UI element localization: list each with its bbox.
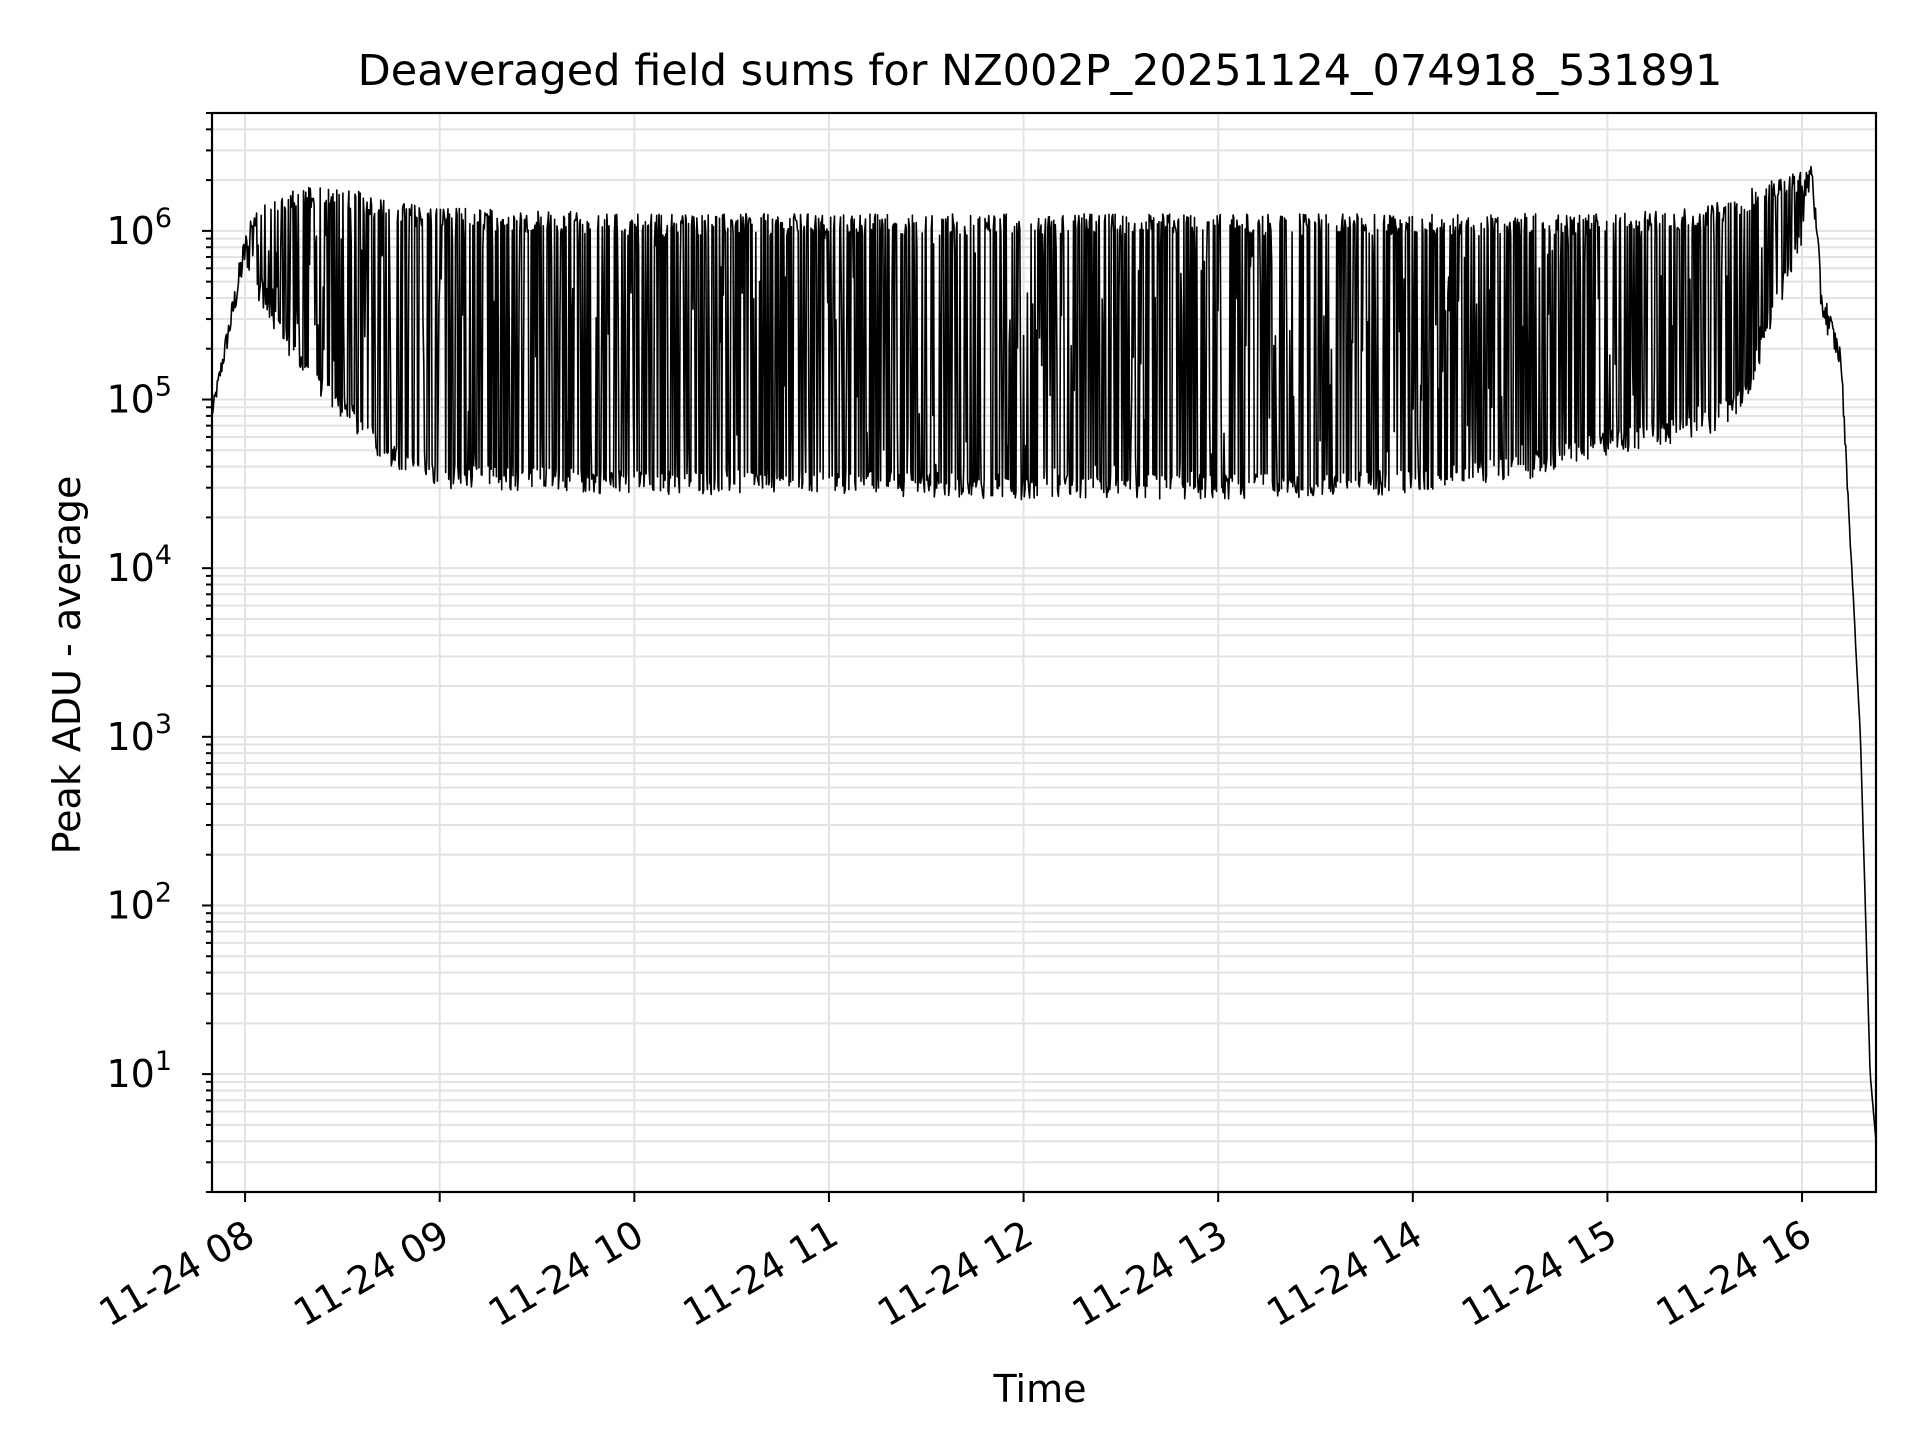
y-tick-label: 101 bbox=[106, 1046, 172, 1096]
plot-frame bbox=[210, 111, 1878, 1194]
y-tick-exponent: 6 bbox=[155, 203, 172, 234]
y-tick-base: 10 bbox=[106, 883, 154, 927]
chart-title: Deaveraged field sums for NZ002P_2025112… bbox=[358, 46, 1723, 96]
y-tick-exponent: 1 bbox=[155, 1046, 172, 1077]
y-tick-base: 10 bbox=[106, 378, 154, 422]
y-tick-label: 103 bbox=[106, 709, 172, 759]
y-tick-base: 10 bbox=[106, 715, 154, 759]
y-tick-exponent: 3 bbox=[155, 709, 172, 740]
y-tick-base: 10 bbox=[106, 546, 154, 590]
series-layer bbox=[211, 165, 1877, 1142]
y-tick-exponent: 4 bbox=[155, 540, 172, 571]
y-tick-label: 106 bbox=[106, 203, 172, 253]
series-line bbox=[211, 165, 1877, 1142]
y-tick-label: 102 bbox=[106, 877, 172, 927]
y-axis-label: Peak ADU - average bbox=[45, 476, 89, 855]
y-tick-base: 10 bbox=[106, 209, 154, 253]
y-tick-label: 104 bbox=[106, 540, 172, 590]
y-tick-exponent: 2 bbox=[155, 877, 172, 908]
y-tick-exponent: 5 bbox=[155, 372, 172, 403]
x-axis-label: Time bbox=[993, 1367, 1087, 1411]
y-tick-base: 10 bbox=[106, 1052, 154, 1096]
y-tick-label: 105 bbox=[106, 372, 172, 422]
